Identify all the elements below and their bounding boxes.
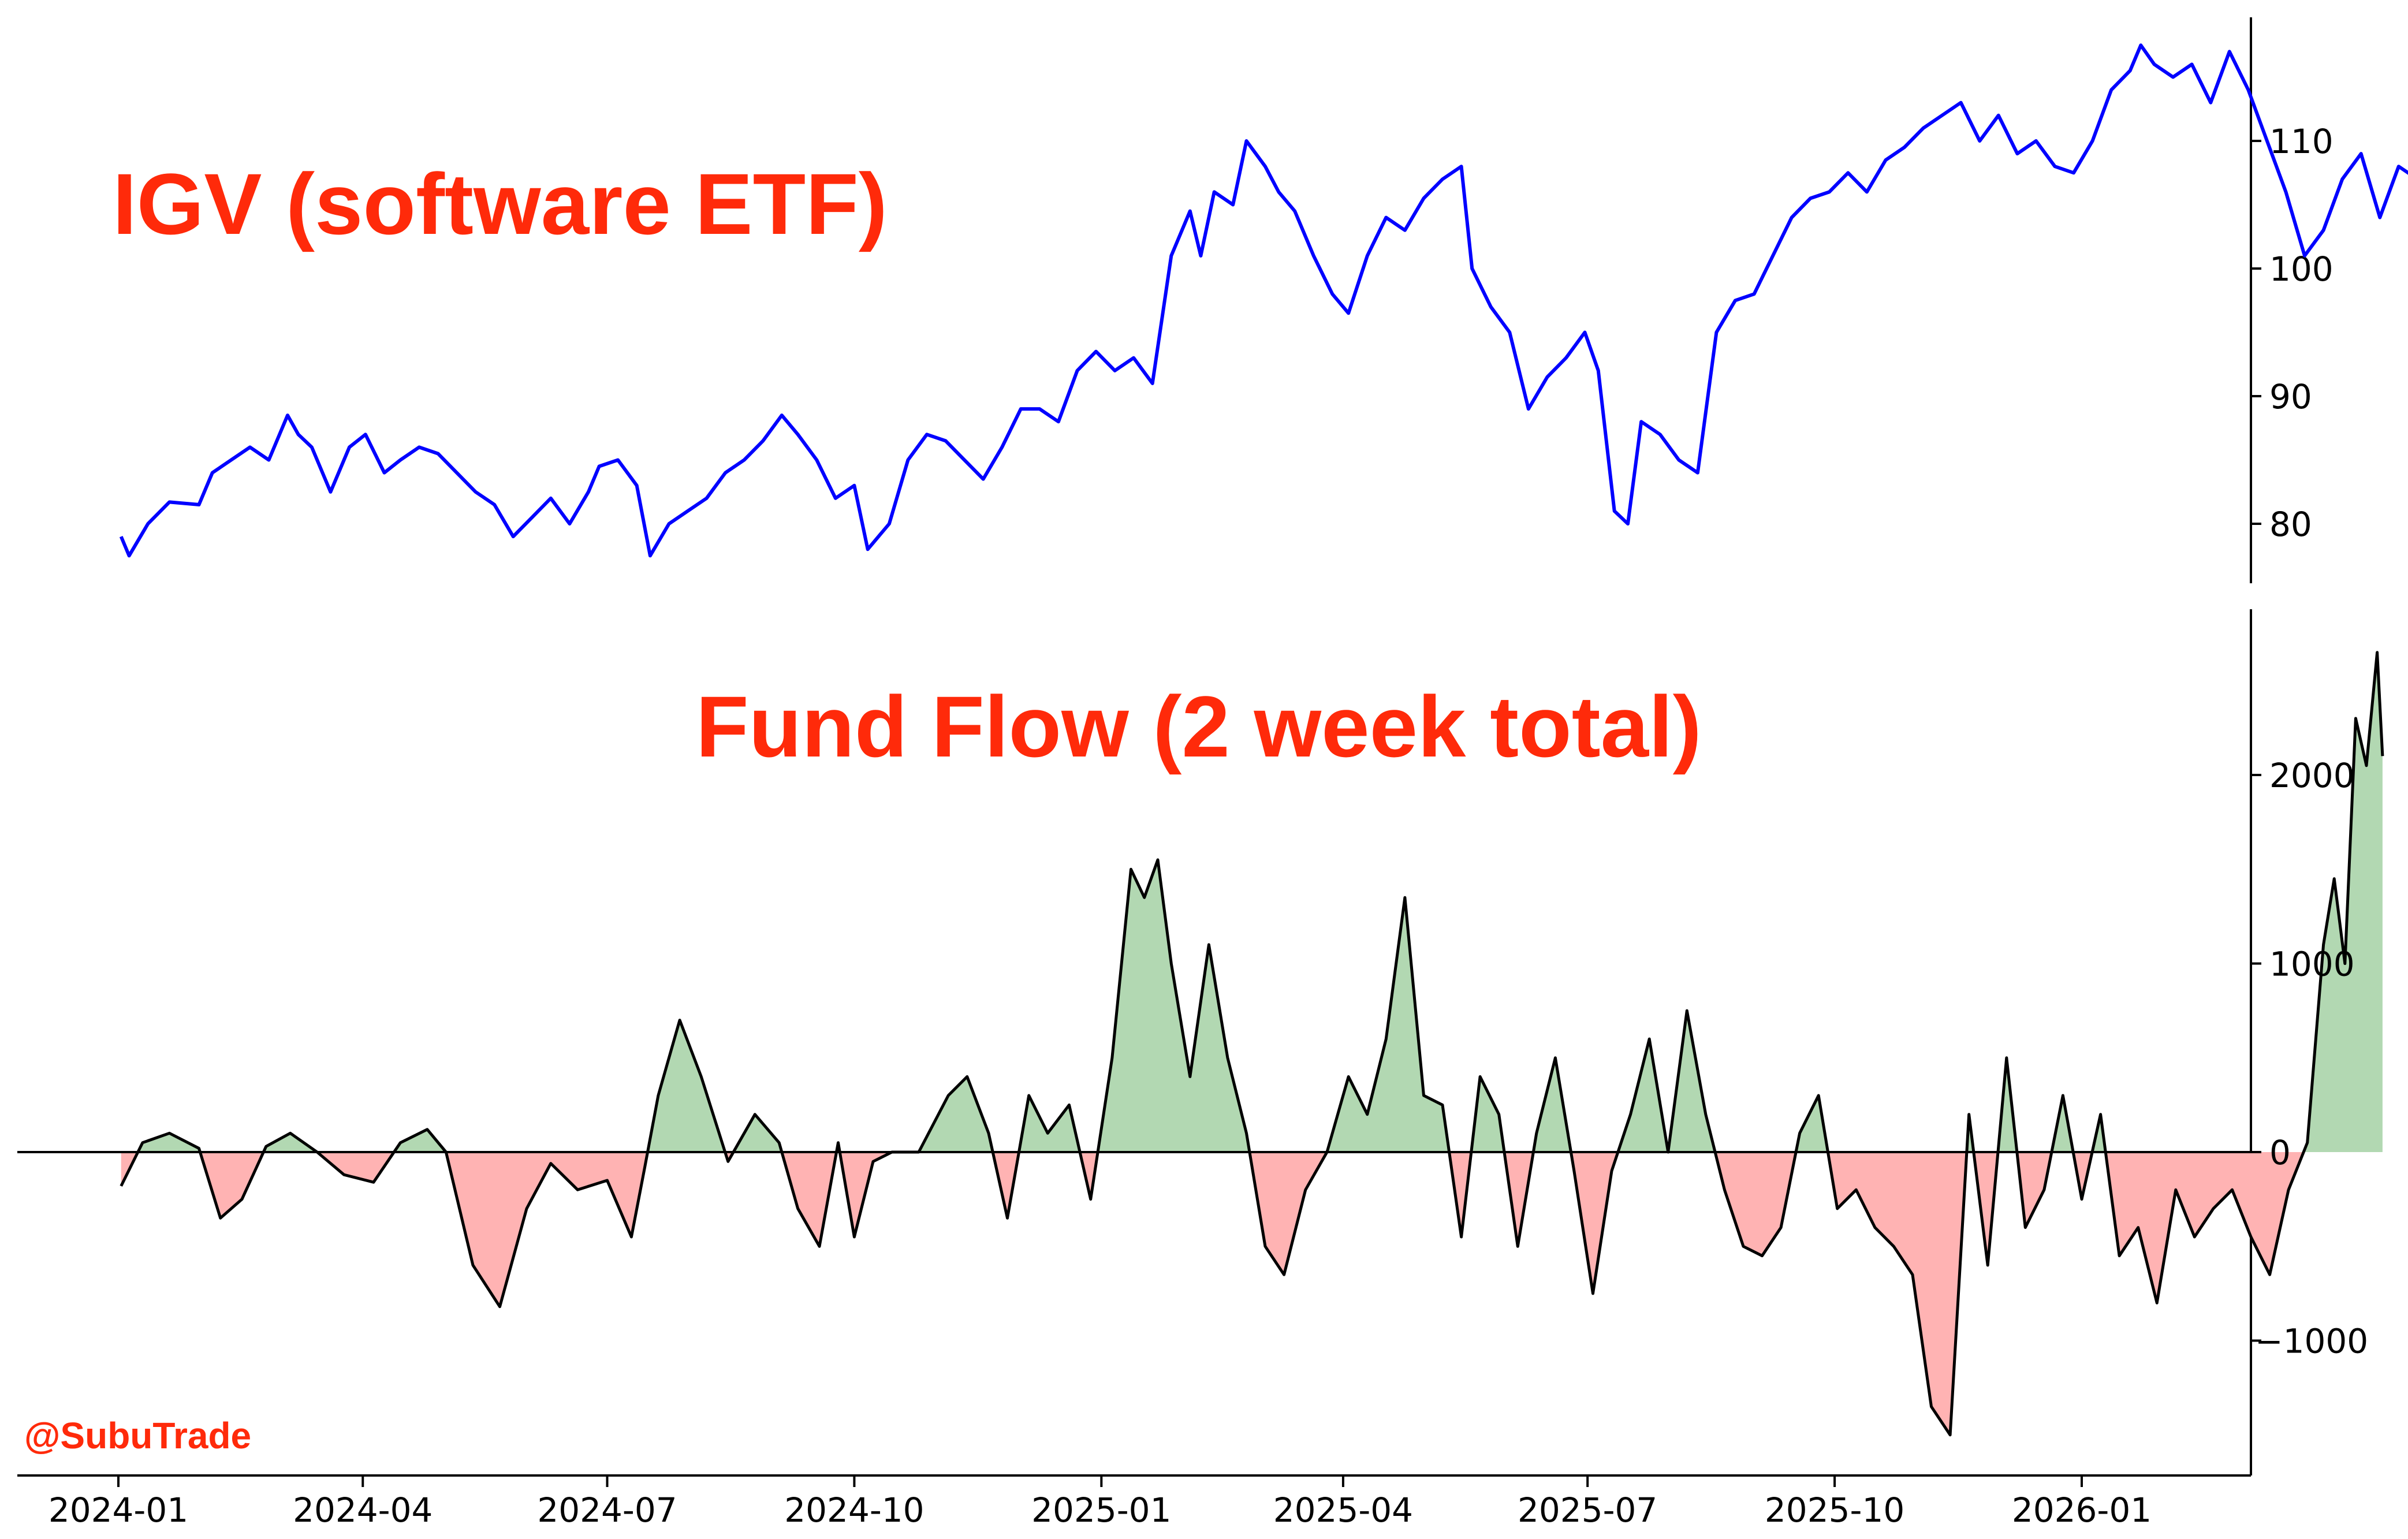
positive-flow-area xyxy=(263,1133,318,1152)
positive-flow-area xyxy=(733,1114,782,1152)
positive-flow-area xyxy=(137,1133,200,1152)
flow-tick-label: 1000 xyxy=(2269,945,2355,984)
positive-flow-area xyxy=(394,1129,446,1152)
negative-flow-area xyxy=(1571,1152,1618,1294)
price-tick-label: 80 xyxy=(2269,505,2312,544)
negative-flow-area xyxy=(1828,1152,1967,1435)
positive-flow-area xyxy=(1533,1057,1571,1152)
negative-flow-area xyxy=(446,1152,648,1307)
negative-flow-area xyxy=(840,1152,892,1237)
flow-tick-label: 2000 xyxy=(2269,756,2355,795)
x-tick-label: 2025-01 xyxy=(1031,1490,1171,1530)
watermark: @SubuTrade xyxy=(24,1415,251,1456)
positive-flow-area xyxy=(2051,1095,2074,1152)
negative-flow-area xyxy=(1249,1152,1327,1275)
x-tick-label: 2026-01 xyxy=(2012,1490,2152,1530)
price-tick-label: 100 xyxy=(2269,249,2334,289)
flow-series-line xyxy=(120,651,2384,1437)
price-tick-label: 110 xyxy=(2269,122,2334,161)
price-chart-title: IGV (software ETF) xyxy=(113,155,888,252)
positive-flow-area xyxy=(2303,652,2383,1152)
flow-fills xyxy=(121,652,2383,1435)
positive-flow-area xyxy=(1471,1076,1504,1152)
flow-chart-title: Fund Flow (2 week total) xyxy=(696,678,1702,775)
negative-flow-area xyxy=(317,1152,394,1183)
negative-flow-area xyxy=(993,1152,1019,1218)
x-tick-label: 2024-01 xyxy=(49,1490,188,1530)
positive-flow-area xyxy=(1998,1057,2017,1152)
negative-flow-area xyxy=(1973,1152,1998,1265)
negative-flow-area xyxy=(1715,1152,1796,1256)
price-panel: 80 90 100 110 IGV (software ETF) xyxy=(113,17,2408,583)
positive-flow-area xyxy=(892,1076,993,1152)
x-tick-label: 2025-10 xyxy=(1765,1490,1904,1530)
x-tick-label: 2025-07 xyxy=(1518,1490,1657,1530)
flow-axis-ticks: −1000 0 1000 2000 xyxy=(2251,756,2368,1361)
x-tick-label: 2024-07 xyxy=(537,1490,677,1530)
flow-tick-label: −1000 xyxy=(2255,1322,2368,1361)
negative-flow-area xyxy=(2105,1152,2304,1303)
x-axis-ticks: 2024-01 2024-04 2024-07 2024-10 2025-01 2025-… xyxy=(49,1475,2152,1530)
negative-flow-area xyxy=(1080,1152,1098,1199)
negative-flow-area xyxy=(1504,1152,1534,1247)
positive-flow-area xyxy=(1019,1095,1080,1152)
x-tick-label: 2024-04 xyxy=(293,1490,433,1530)
negative-flow-area xyxy=(2073,1152,2093,1199)
positive-flow-area xyxy=(647,1020,725,1152)
positive-flow-area xyxy=(1617,1011,1716,1152)
price-series-line xyxy=(119,43,2408,558)
x-tick-label: 2024-10 xyxy=(784,1490,924,1530)
negative-flow-area xyxy=(1449,1152,1471,1237)
positive-flow-area xyxy=(1098,859,1250,1152)
negative-flow-area xyxy=(2016,1152,2052,1228)
price-axis-ticks: 80 90 100 110 xyxy=(2251,122,2334,544)
x-tick-label: 2025-04 xyxy=(1273,1490,1413,1530)
flow-tick-label: 0 xyxy=(2269,1133,2291,1172)
price-tick-label: 90 xyxy=(2269,377,2312,416)
